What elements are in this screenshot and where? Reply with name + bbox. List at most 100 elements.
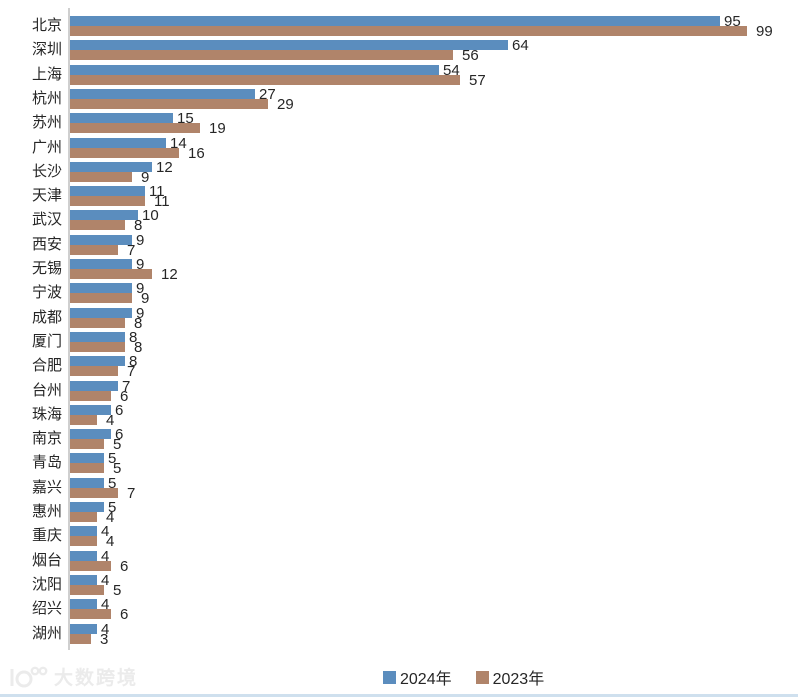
value-label-2023年: 5 xyxy=(113,582,122,599)
category-label: 天津 xyxy=(31,187,62,204)
category-label: 沈阳 xyxy=(31,576,62,593)
value-label-2024年: 95 xyxy=(724,13,741,30)
bar-2023年 xyxy=(70,318,125,328)
category-label: 厦门 xyxy=(31,333,62,350)
bar-2023年 xyxy=(70,439,104,449)
value-label-2023年: 7 xyxy=(127,485,136,502)
bar-2024年 xyxy=(70,551,97,561)
bar-2024年 xyxy=(70,113,173,123)
bar-2024年 xyxy=(70,259,132,269)
value-label-2023年: 6 xyxy=(120,606,129,623)
bar-2024年 xyxy=(70,575,97,585)
value-label-2024年: 4 xyxy=(101,548,110,565)
value-label-2023年: 4 xyxy=(106,509,115,526)
value-label-2024年: 27 xyxy=(259,86,276,103)
bar-2024年 xyxy=(70,478,104,488)
bar-2023年 xyxy=(70,391,111,401)
value-label-2023年: 12 xyxy=(161,266,178,283)
value-label-2024年: 6 xyxy=(115,426,124,443)
category-label: 珠海 xyxy=(31,406,62,423)
bar-2023年 xyxy=(70,220,125,230)
bar-2024年 xyxy=(70,381,118,391)
value-label-2024年: 9 xyxy=(136,232,145,249)
bar-2023年 xyxy=(70,463,104,473)
value-label-2024年: 8 xyxy=(129,353,138,370)
value-label-2024年: 14 xyxy=(170,135,187,152)
bar-2023年 xyxy=(70,585,104,595)
legend: 2024年 2023年 xyxy=(383,665,544,689)
category-label: 惠州 xyxy=(31,503,62,520)
legend-item: 2024年 xyxy=(383,665,452,689)
value-label-2023年: 9 xyxy=(141,290,150,307)
value-label-2024年: 6 xyxy=(115,402,124,419)
bar-2023年 xyxy=(70,415,97,425)
watermark: 大数跨境 xyxy=(8,663,138,690)
value-label-2023年: 4 xyxy=(106,412,115,429)
bar-2023年 xyxy=(70,50,453,60)
value-label-2023年: 99 xyxy=(756,23,773,40)
bar-2024年 xyxy=(70,502,104,512)
value-label-2023年: 29 xyxy=(277,96,294,113)
category-label: 嘉兴 xyxy=(31,479,62,496)
value-label-2024年: 4 xyxy=(101,523,110,540)
value-label-2024年: 4 xyxy=(101,572,110,589)
bar-2024年 xyxy=(70,453,104,463)
value-label-2023年: 7 xyxy=(127,363,136,380)
category-label: 北京 xyxy=(31,17,62,34)
bottom-border xyxy=(0,694,798,697)
bar-2024年 xyxy=(70,599,97,609)
category-label: 苏州 xyxy=(31,114,62,131)
legend-item: 2023年 xyxy=(475,665,544,689)
bar-2024年 xyxy=(70,429,111,439)
value-label-2024年: 15 xyxy=(177,110,194,127)
bar-2024年 xyxy=(70,65,439,75)
category-label: 长沙 xyxy=(31,163,62,180)
bar-2024年 xyxy=(70,308,132,318)
watermark-text: 大数跨境 xyxy=(54,668,139,689)
bar-2024年 xyxy=(70,138,166,148)
bar-2023年 xyxy=(70,148,179,158)
value-label-2024年: 4 xyxy=(101,596,110,613)
value-label-2023年: 8 xyxy=(134,217,143,234)
bar-2024年 xyxy=(70,405,111,415)
bar-2024年 xyxy=(70,624,97,634)
value-label-2023年: 11 xyxy=(154,193,170,210)
bar-2023年 xyxy=(70,245,118,255)
bar-2024年 xyxy=(70,16,720,26)
bar-2023年 xyxy=(70,609,111,619)
bar-2023年 xyxy=(70,293,132,303)
bar-2023年 xyxy=(70,634,91,644)
bar-2023年 xyxy=(70,196,145,206)
value-label-2023年: 9 xyxy=(141,169,150,186)
bar-2024年 xyxy=(70,526,97,536)
value-label-2024年: 64 xyxy=(512,37,529,54)
bar-2024年 xyxy=(70,186,145,196)
y-axis-line xyxy=(68,8,70,650)
bar-2024年 xyxy=(70,162,152,172)
value-label-2023年: 5 xyxy=(113,436,122,453)
value-label-2023年: 6 xyxy=(120,558,129,575)
value-label-2024年: 54 xyxy=(443,62,460,79)
value-label-2024年: 5 xyxy=(108,499,117,516)
value-label-2023年: 57 xyxy=(469,72,486,89)
value-label-2023年: 6 xyxy=(120,388,129,405)
value-label-2023年: 3 xyxy=(100,631,109,648)
bar-2023年 xyxy=(70,99,268,109)
bar-2023年 xyxy=(70,26,747,36)
value-label-2024年: 10 xyxy=(142,207,159,224)
value-label-2023年: 4 xyxy=(106,533,115,550)
value-label-2024年: 5 xyxy=(108,475,117,492)
value-label-2023年: 56 xyxy=(462,47,479,64)
bar-2023年 xyxy=(70,561,111,571)
category-label: 武汉 xyxy=(31,211,62,228)
value-label-2024年: 9 xyxy=(136,256,145,273)
value-label-2024年: 8 xyxy=(129,329,138,346)
watermark-logo-icon xyxy=(10,666,48,687)
category-label: 湖州 xyxy=(31,625,62,642)
category-label: 南京 xyxy=(31,430,62,447)
category-label: 西安 xyxy=(31,236,62,253)
category-label: 广州 xyxy=(31,139,62,156)
bar-2024年 xyxy=(70,356,125,366)
value-label-2024年: 11 xyxy=(149,183,165,200)
bar-2023年 xyxy=(70,172,132,182)
